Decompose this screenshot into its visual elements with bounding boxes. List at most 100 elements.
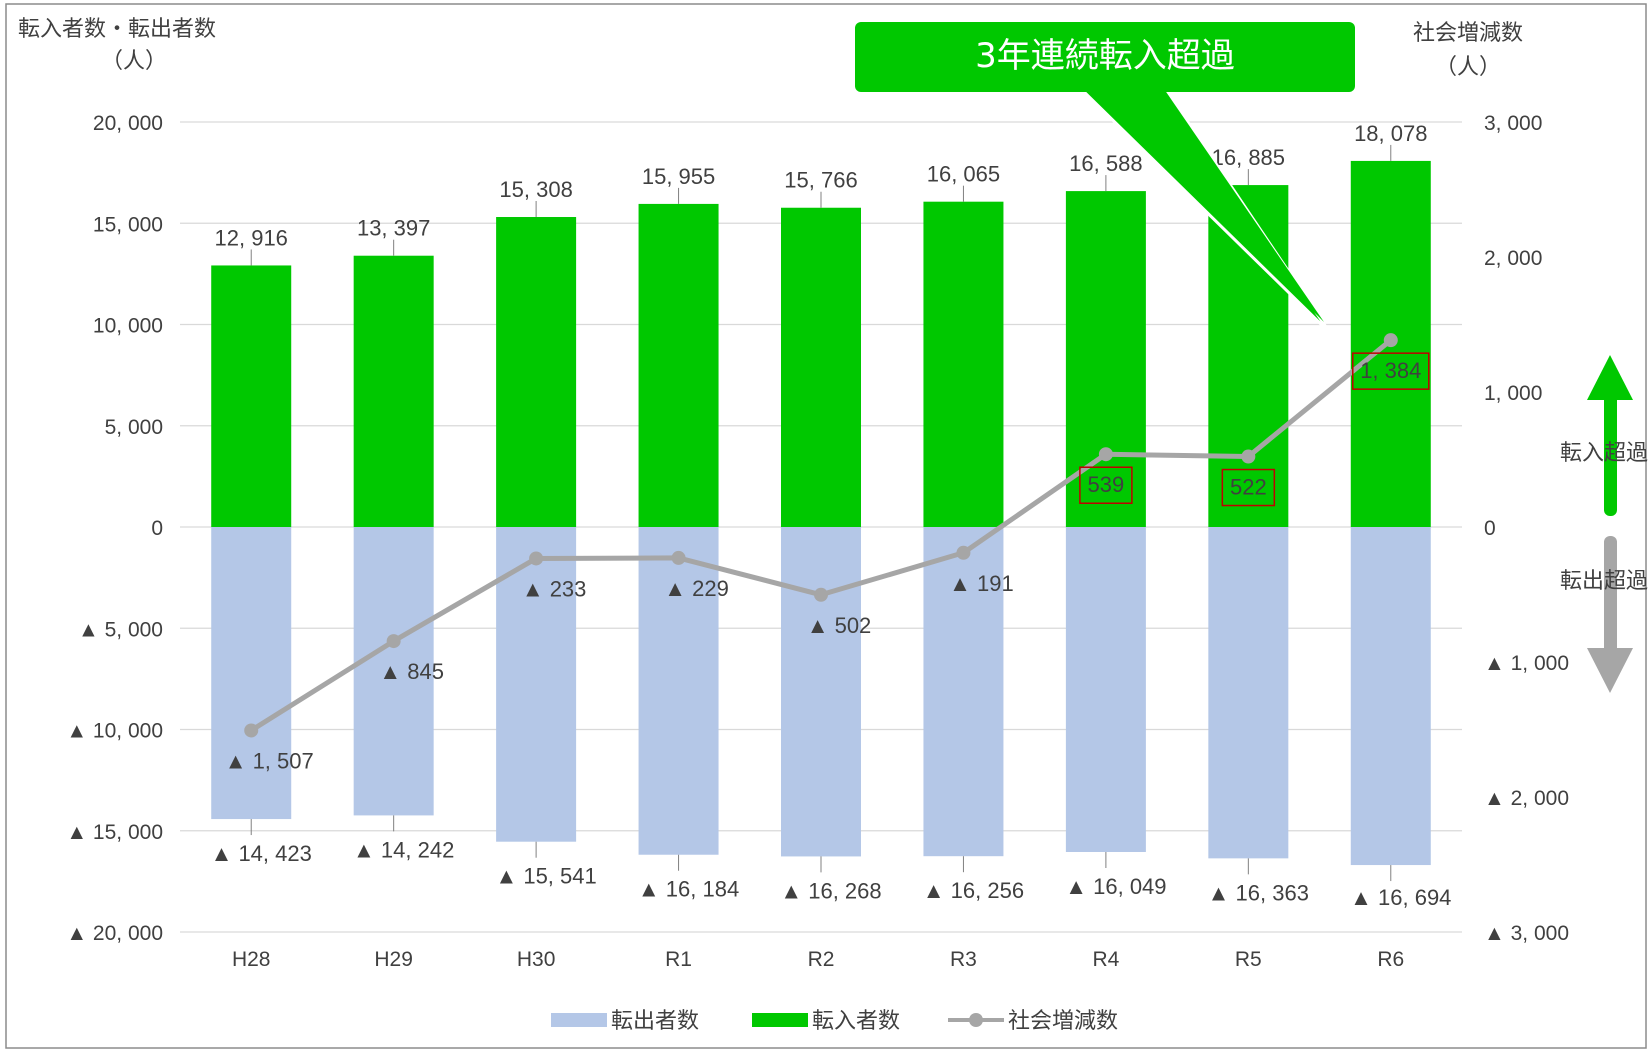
- net-change-point: [386, 634, 401, 649]
- y-right-tick-label: 2, 000: [1484, 247, 1542, 270]
- outflow-bars: [211, 527, 1431, 866]
- bar-outflow: [923, 527, 1004, 857]
- data-label-net: ▲ 1, 507: [225, 748, 314, 773]
- legend-label-inflow: 転入者数: [812, 1009, 900, 1034]
- data-label-outflow: ▲ 16, 694: [1350, 885, 1451, 910]
- legend-label-outflow: 転出者数: [611, 1009, 699, 1034]
- y-left-tick-label: 5, 000: [105, 416, 163, 439]
- leader-lines: [250, 144, 1392, 882]
- boxed-label-frame: [1352, 352, 1430, 390]
- x-tick-label: R1: [665, 948, 692, 971]
- arrow-up-shaft: [1604, 388, 1617, 516]
- net-change-point: [814, 587, 828, 602]
- boxed-label-frame: [1221, 468, 1276, 507]
- bar-outflow: [496, 527, 577, 842]
- data-label-inflow: 15, 766: [784, 168, 857, 193]
- bar-outflow: [638, 527, 719, 855]
- bar-inflow: [781, 207, 861, 527]
- bar-outflow: [353, 527, 434, 816]
- data-label-inflow: 15, 955: [642, 164, 715, 189]
- y-left-tick-label: 0: [151, 517, 163, 540]
- inflow-bars: [211, 160, 1431, 528]
- callout-pointer-fill: [1083, 86, 1324, 322]
- data-label-inflow: 18, 078: [1354, 121, 1427, 146]
- net-change-point: [1241, 449, 1256, 464]
- data-label-inflow: 16, 065: [927, 162, 1000, 187]
- legend-label-net: 社会増減数: [1008, 1009, 1118, 1034]
- arrow-up-label: 転入超過: [1560, 441, 1648, 466]
- y-right-tick-label: 3, 000: [1484, 112, 1542, 135]
- y-left-tick-label: ▲ 15, 000: [66, 821, 163, 844]
- data-label-outflow: ▲ 16, 256: [923, 878, 1024, 903]
- arrow-down-shaft: [1604, 536, 1617, 664]
- data-label-inflow: 13, 397: [357, 216, 430, 241]
- y-right-tick-label: ▲ 1, 000: [1484, 652, 1569, 675]
- data-label-outflow: ▲ 16, 049: [1065, 874, 1166, 899]
- x-tick-label: R4: [1092, 948, 1119, 971]
- net-change-point: [1383, 333, 1398, 348]
- data-label-inflow: 15, 308: [499, 177, 572, 202]
- y-left-tick-label: 15, 000: [93, 213, 163, 236]
- legend: 転出者数 転入者数 社会増減数: [551, 1009, 1118, 1034]
- data-label-net: ▲ 502: [807, 613, 872, 638]
- bar-outflow: [1350, 527, 1431, 866]
- data-label-outflow: ▲ 16, 184: [638, 877, 739, 902]
- data-label-net: 539: [1088, 472, 1125, 497]
- y-right-unit: （人）: [1435, 55, 1501, 80]
- data-label-outflow: ▲ 14, 242: [353, 837, 454, 862]
- legend-swatch-outflow: [551, 1013, 607, 1027]
- legend-swatch-net-marker: [969, 1013, 983, 1027]
- x-tick-label: R3: [950, 948, 977, 971]
- bar-inflow: [638, 203, 719, 527]
- bar-outflow: [1065, 527, 1146, 852]
- callout-text: 3年連続転入超過: [975, 36, 1235, 76]
- y-right-title: 社会増減数: [1413, 21, 1523, 46]
- x-tick-label: R6: [1377, 948, 1404, 971]
- x-tick-label: R5: [1235, 948, 1262, 971]
- y-left-tick-label: 20, 000: [93, 112, 163, 135]
- net-change-point: [244, 723, 259, 738]
- y-left-tick-label: ▲ 5, 000: [78, 618, 163, 641]
- net-change-point: [529, 551, 544, 566]
- y-right-tick-label: 0: [1484, 517, 1496, 540]
- x-tick-label: H29: [374, 948, 413, 971]
- y-left-tick-label: ▲ 10, 000: [66, 720, 163, 743]
- callout: 3年連続転入超過: [855, 22, 1355, 335]
- bar-outflow: [781, 527, 861, 857]
- bar-inflow: [496, 217, 577, 527]
- arrow-down-head: [1587, 648, 1633, 693]
- arrow-up-head: [1587, 355, 1633, 400]
- arrow-down: 転出超過: [1560, 536, 1648, 693]
- x-tick-label: H30: [517, 948, 556, 971]
- data-label-outflow: ▲ 16, 363: [1208, 880, 1309, 905]
- y-left-title: 転入者数・転出者数: [18, 17, 216, 42]
- boxed-label-frame: [1079, 466, 1133, 504]
- axes: 20, 000 15, 000 10, 000 5, 000 0 ▲ 5, 000 ▲ 10…: [66, 112, 1569, 971]
- data-label-net: 1, 384: [1360, 358, 1421, 383]
- arrow-down-label: 転出超過: [1560, 569, 1648, 594]
- data-label-outflow: ▲ 16, 268: [780, 878, 881, 903]
- data-label-net: ▲ 191: [949, 571, 1014, 596]
- x-tick-label: R2: [808, 948, 835, 971]
- x-tick-label: H28: [232, 948, 271, 971]
- bar-outflow: [1208, 527, 1289, 859]
- y-left-tick-label: 10, 000: [93, 315, 163, 338]
- net-change-point: [1098, 447, 1113, 462]
- data-label-inflow: 16, 885: [1212, 145, 1285, 170]
- y-right-tick-label: ▲ 3, 000: [1484, 922, 1569, 945]
- bar-inflow: [353, 255, 434, 527]
- legend-swatch-inflow: [752, 1013, 808, 1027]
- y-right-tick-label: ▲ 2, 000: [1484, 787, 1569, 810]
- data-label-net: ▲ 233: [522, 576, 587, 601]
- net-change-point: [956, 545, 971, 560]
- data-labels: ▲ 14, 423 ▲ 14, 242 ▲ 15, 541 ▲ 16, 184 ▲ 16…: [211, 121, 1452, 910]
- data-label-outflow: ▲ 14, 423: [211, 841, 312, 866]
- bar-inflow: [211, 265, 292, 527]
- net-change-line: [244, 333, 1398, 738]
- net-change-point: [671, 550, 686, 565]
- data-label-net: 522: [1230, 475, 1267, 500]
- y-left-tick-label: ▲ 20, 000: [66, 922, 163, 945]
- y-right-tick-label: 1, 000: [1484, 382, 1542, 405]
- arrow-up: 転入超過: [1560, 355, 1648, 516]
